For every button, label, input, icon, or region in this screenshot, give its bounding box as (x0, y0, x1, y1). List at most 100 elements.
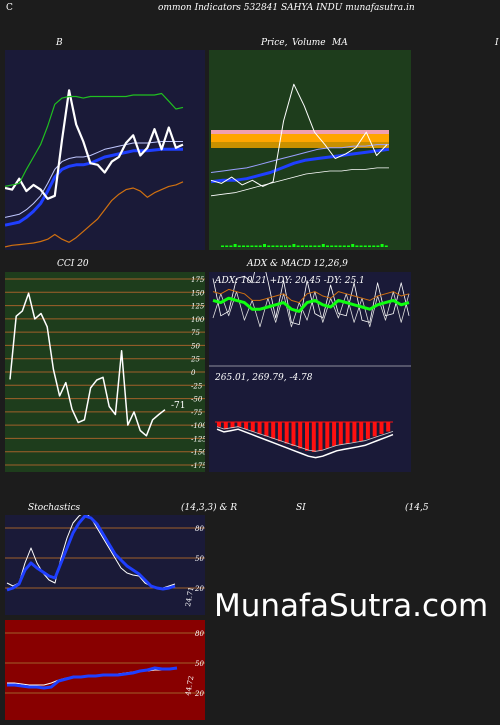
volume-bar (246, 245, 250, 247)
volume-bar (305, 245, 308, 247)
volume-bar (221, 245, 224, 247)
rsi-bg (5, 620, 205, 720)
ma-thin-line (210, 167, 389, 197)
bb-price (5, 89, 184, 200)
cci-tick-label: -100 (191, 422, 205, 430)
bb-middle-band (5, 147, 183, 227)
macd-values: 265.01, 269.79, -4.78 (214, 373, 313, 383)
rsi-tick-label: 50 (195, 660, 204, 668)
macd-histogram-bar (372, 422, 377, 437)
adx-values: ADX: 10.21 +DY: 20.45 -DY: 25.1 (214, 276, 365, 286)
volume-bar (284, 245, 287, 247)
ma-blue-line (210, 147, 390, 184)
macd-histogram-bar (250, 422, 255, 432)
macd-histogram-bar (345, 422, 350, 444)
macd-histogram-bar (237, 422, 242, 427)
volume-bar (242, 245, 245, 247)
bollinger-chart (5, 50, 205, 250)
macd-histogram-bar (264, 422, 269, 437)
cci-tick-label: 150 (191, 289, 205, 297)
macd-line (216, 428, 394, 459)
volume-bar (313, 245, 317, 247)
rsi-last-value: 44.72 (184, 675, 195, 696)
bb-lower-band (5, 181, 184, 248)
cci-tick-label: -125 (191, 435, 205, 443)
volume-bar (229, 245, 233, 247)
rsi-params: (14,5 (405, 503, 429, 513)
cci-tick-label: -75 (191, 409, 203, 417)
macd-histogram-bar (230, 422, 235, 428)
stoch-last-value: 24.71 (184, 586, 195, 607)
adx-minus-di-line (212, 291, 410, 328)
volume-bar (342, 245, 346, 247)
price-title-c: MA (332, 38, 348, 48)
macd-histogram-bar (379, 422, 384, 434)
volume-bar (326, 245, 329, 247)
cci-tick-label: 175 (191, 276, 205, 284)
macd-histogram-bar (325, 422, 330, 449)
macd-histogram-bar (257, 422, 262, 434)
cci-tick-label: 25 (190, 356, 200, 364)
rsi-line (7, 666, 178, 690)
macd-histogram-bar (223, 422, 228, 430)
volume-bar (233, 244, 237, 247)
volume-bar (363, 245, 367, 247)
page-title: ommon Indicators 532841 SAHYA INDU munaf… (158, 3, 415, 13)
volume-bar (384, 245, 388, 247)
volume-bar (296, 245, 300, 247)
volume-bar (380, 244, 384, 247)
macd-histogram-bar (365, 422, 370, 439)
volume-bar (330, 245, 334, 247)
volume-bar (225, 245, 229, 247)
volume-bar (300, 245, 304, 247)
rsi-chart: 80 50 20 44.72 (5, 620, 205, 720)
volume-bar (279, 245, 283, 247)
macd-histogram-bar (311, 422, 316, 452)
macd-histogram-bar (217, 422, 221, 427)
price-title-b: Volume (292, 38, 326, 48)
macd-histogram-bar (386, 422, 391, 432)
macd-histogram-bar (284, 422, 289, 444)
price-line (210, 83, 388, 187)
volume-bar (368, 245, 371, 247)
ma-band-orange (211, 134, 389, 142)
macd-histogram-bar (359, 422, 364, 442)
bb-middle-edge (5, 141, 183, 218)
stochastics-params: (14,3,3) & R (181, 503, 238, 513)
volume-bar (267, 245, 271, 247)
volume-bar (338, 245, 342, 247)
cci-tick-label: 125 (191, 303, 205, 311)
volume-bar (237, 245, 241, 247)
macd-histogram-bar (291, 422, 296, 446)
stochastics-title: Stochastics (28, 503, 81, 513)
macd-histogram-bar (244, 422, 249, 430)
cci-tick-label: 100 (191, 316, 205, 324)
stoch-d-line (6, 515, 176, 592)
macd-histogram-bar (271, 422, 276, 439)
adx-plus-di-line (212, 272, 410, 325)
volume-bar (347, 245, 350, 247)
stoch-tick-label: 20 (194, 585, 204, 593)
adx-macd-chart: ADX: 10.21 +DY: 20.45 -DY: 25.1 265.01, … (209, 272, 411, 472)
bb-upper-band (5, 92, 184, 187)
rsi-title: SI (296, 503, 306, 513)
price-title-a: Price, (261, 38, 288, 48)
macd-histogram-bar (352, 422, 357, 443)
stochastics-chart: 80 50 20 24.71 (5, 515, 205, 615)
cci-tick-label: -50 (191, 396, 203, 404)
macd-histogram-bar (338, 422, 343, 445)
macd-histogram-bar (332, 422, 337, 446)
volume-bar (288, 245, 292, 247)
volume-bar (376, 245, 380, 247)
stoch-tick-label: 80 (195, 525, 204, 533)
volume-bar (263, 244, 266, 247)
cci-last-value: -71 (171, 401, 186, 411)
cci-tick-label: -25 (191, 382, 203, 390)
macd-histogram-bar (277, 422, 282, 442)
cci-line (9, 292, 166, 437)
corner-letter: C (6, 3, 13, 13)
bollinger-title: B (56, 38, 63, 48)
volume-bar (359, 245, 363, 247)
rsi-tick-label: 80 (195, 630, 204, 638)
adx-title: ADX & MACD 12,26,9 (247, 259, 348, 269)
